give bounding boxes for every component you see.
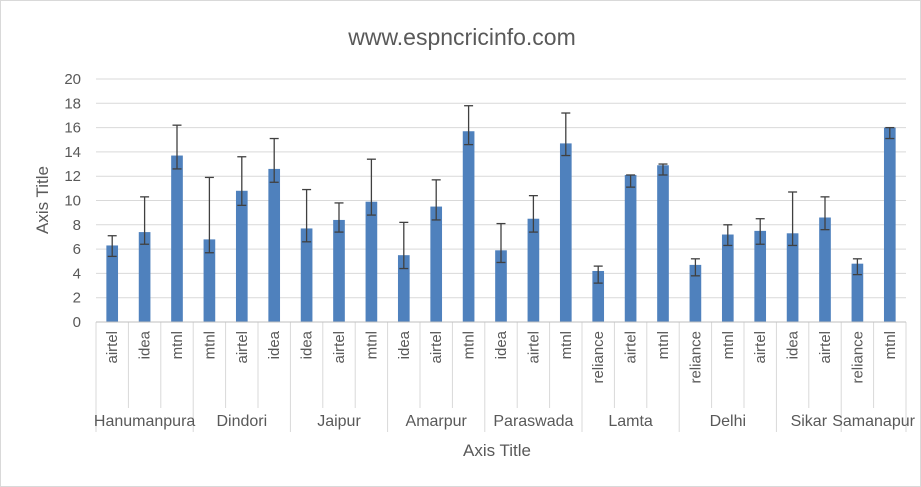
bar [495, 250, 507, 322]
y-tick-label: 4 [73, 265, 81, 282]
bar [333, 219, 345, 322]
y-tick-label: 10 [64, 193, 81, 210]
x-group-label: Sikar [791, 413, 828, 430]
x-category-label: airtel [752, 331, 769, 364]
bar [786, 233, 799, 322]
x-category-label: mtnl [169, 331, 186, 359]
x-category-label: airtel [234, 331, 251, 364]
bar [397, 255, 410, 322]
x-category-label: mtnl [655, 331, 672, 359]
x-category-label: airtel [817, 331, 834, 364]
y-tick-label: 20 [64, 71, 81, 88]
x-category-label: idea [493, 330, 510, 359]
bar [203, 239, 216, 322]
bar [171, 155, 183, 322]
x-category-label: reliance [849, 331, 866, 384]
y-tick-label: 16 [64, 120, 81, 137]
bar [106, 245, 119, 322]
bar [592, 270, 605, 322]
bar [527, 218, 540, 322]
x-category-label: reliance [687, 331, 704, 384]
x-axis-title: Axis Title [463, 441, 531, 460]
bar [365, 201, 378, 322]
x-group-label: Lamta [608, 413, 653, 430]
bar [300, 228, 313, 322]
x-category-label: mtnl [363, 331, 380, 359]
chart-title: www.espncricinfo.com [347, 24, 576, 50]
bar [883, 127, 896, 322]
bar [559, 143, 572, 322]
x-category-label: mtnl [558, 331, 575, 359]
x-category-label: idea [396, 330, 413, 359]
bar [657, 165, 669, 322]
bar [268, 168, 281, 322]
x-group-label: Amarpur [406, 413, 468, 430]
x-category-label: airtel [525, 331, 542, 364]
x-category-label: idea [266, 330, 283, 359]
bar [138, 232, 151, 322]
bar [851, 263, 864, 322]
bar [689, 264, 702, 322]
bar [754, 230, 767, 322]
x-category-label: mtnl [461, 331, 478, 359]
y-tick-label: 2 [73, 290, 81, 307]
x-category-label: airtel [428, 331, 445, 364]
x-category-label: mtnl [720, 331, 737, 359]
x-group-label: Jaipur [317, 413, 361, 430]
bar [624, 174, 637, 322]
bar [235, 190, 248, 322]
x-category-label: mtnl [882, 331, 899, 359]
y-tick-label: 14 [64, 144, 81, 161]
x-category-label: airtel [104, 331, 121, 364]
y-axis-title: Axis Title [33, 166, 52, 234]
bar [721, 234, 734, 322]
x-category-label: idea [785, 330, 802, 359]
x-group-label: Delhi [710, 413, 746, 430]
y-tick-label: 8 [73, 217, 81, 234]
x-category-label: mtnl [201, 331, 218, 359]
y-tick-label: 0 [73, 314, 81, 331]
x-group-label: Dindori [216, 413, 267, 430]
x-category-label: reliance [590, 331, 607, 384]
x-category-label: airtel [331, 331, 348, 364]
bar [819, 217, 831, 322]
x-group-label: Hanumanpura [94, 413, 196, 430]
bar [462, 131, 475, 322]
bars [106, 105, 896, 322]
y-tick-label: 18 [64, 95, 81, 112]
x-category-label: idea [137, 330, 154, 359]
y-tick-label: 12 [64, 168, 81, 185]
x-group-label: Paraswada [493, 413, 573, 430]
x-category-label: idea [299, 330, 316, 359]
y-tick-label: 6 [73, 241, 81, 258]
axes: 0 2 4 6 8 10 12 14 16 18 20 airtel idea mtnl Hanumanpu… [64, 71, 916, 432]
bar [430, 206, 443, 322]
x-group-label: Samanapur [832, 413, 915, 430]
x-category-label: airtel [623, 331, 640, 364]
